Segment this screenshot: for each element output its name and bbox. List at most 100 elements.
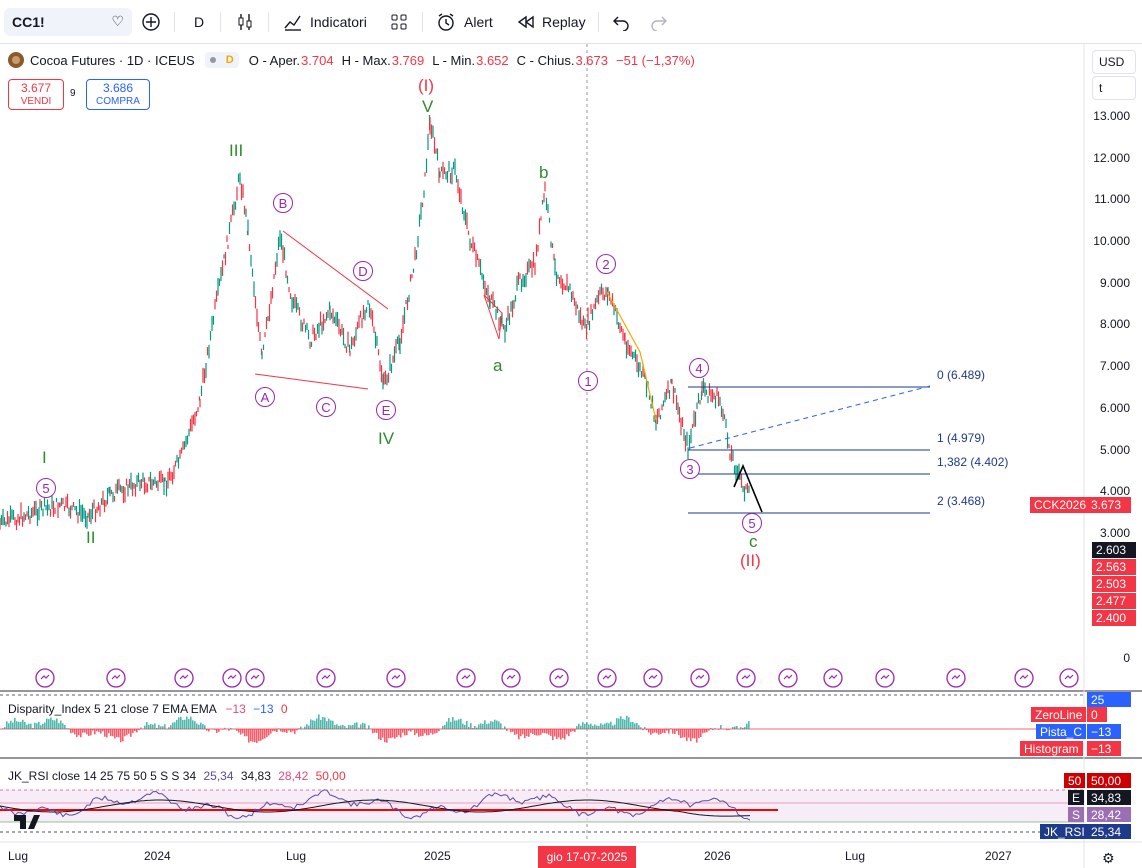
histogram-bar	[612, 725, 614, 729]
rsi-legend[interactable]: JK_RSI close 14 25 75 50 5 S S 34 25,34 …	[8, 769, 346, 783]
layouts-button[interactable]	[390, 8, 408, 36]
histogram-bar	[110, 729, 112, 736]
wave-circle-label: E	[376, 400, 396, 420]
undo-button[interactable]	[612, 8, 630, 36]
market-status-pill[interactable]: D	[204, 52, 239, 68]
symbol-search[interactable]: CC1! ♡	[4, 8, 132, 36]
histogram-bar	[32, 727, 34, 729]
currency-selector[interactable]: USD	[1092, 50, 1136, 74]
event-marker-icon[interactable]	[106, 668, 126, 688]
redo-button[interactable]	[650, 8, 668, 36]
event-marker-icon[interactable]	[778, 668, 798, 688]
histogram-bar	[618, 718, 620, 729]
event-marker-icon[interactable]	[35, 668, 55, 688]
time-label: Lug	[845, 849, 866, 863]
pista-label: Pista_C	[1036, 724, 1087, 739]
histogram-bar	[384, 729, 386, 743]
event-marker-icon[interactable]	[222, 668, 242, 688]
unit-selector[interactable]: t	[1092, 76, 1136, 100]
histogram-bar	[168, 727, 170, 729]
buy-button[interactable]: 3.686 COMPRA	[86, 79, 150, 110]
compare-button[interactable]	[141, 8, 161, 36]
histogram-bar	[498, 721, 500, 729]
gear-icon[interactable]: ⚙	[1102, 850, 1115, 866]
price-tick: 4.000	[1099, 484, 1130, 498]
histogram-bar	[306, 724, 308, 729]
histogram-label: Histogram	[1020, 741, 1083, 756]
candles-icon	[238, 14, 252, 30]
event-marker-icon[interactable]	[823, 668, 843, 688]
event-marker-icon[interactable]	[1014, 668, 1034, 688]
histogram-bar	[228, 729, 230, 731]
histogram-bar	[72, 729, 74, 733]
histogram-bar	[478, 724, 480, 729]
histogram-bar	[568, 729, 570, 737]
event-marker-icon[interactable]	[946, 668, 966, 688]
histogram-bar	[100, 729, 102, 734]
histogram-bar	[700, 729, 702, 738]
heart-icon[interactable]: ♡	[111, 13, 124, 29]
event-marker-icon[interactable]	[690, 668, 710, 688]
histogram-bar	[332, 720, 334, 729]
histogram-bar	[376, 729, 378, 733]
histogram-bar	[428, 729, 430, 736]
event-marker-icon[interactable]	[597, 668, 617, 688]
histogram-bar	[236, 729, 238, 731]
histogram-bar	[190, 716, 192, 729]
symbol-title[interactable]: Cocoa Futures · 1D · ICEUS	[30, 52, 195, 68]
histogram-bar	[44, 722, 46, 729]
histogram-bar	[238, 729, 240, 733]
replay-button[interactable]: Replay	[516, 8, 586, 36]
event-marker-icon[interactable]	[1059, 668, 1079, 688]
wave-label-III: III	[229, 141, 244, 160]
time-label: 2026	[704, 849, 731, 863]
current-symbol-tag: CCK2026	[1030, 497, 1091, 513]
rsi-tag-value: 28,42	[1087, 807, 1131, 822]
histogram-bar	[268, 729, 270, 736]
histogram-bar	[674, 729, 676, 735]
histogram-bar	[6, 721, 8, 729]
histogram-bar	[76, 729, 78, 738]
histogram-bar	[430, 729, 432, 733]
histogram-bar	[406, 729, 408, 736]
event-marker-icon[interactable]	[456, 668, 476, 688]
histogram-bar	[670, 728, 672, 729]
histogram-bar	[392, 729, 394, 738]
histogram-bar	[240, 729, 242, 735]
event-marker-icon[interactable]	[736, 668, 756, 688]
rsi-tag-label: E	[1068, 790, 1085, 805]
interval-button[interactable]: D	[194, 14, 205, 30]
event-marker-icon[interactable]	[643, 668, 663, 688]
histogram-bar	[362, 722, 364, 729]
histogram-bar	[696, 729, 698, 743]
histogram-bar	[130, 729, 132, 737]
histogram-bar	[410, 729, 412, 732]
histogram-bar	[526, 729, 528, 737]
event-marker-icon[interactable]	[174, 668, 194, 688]
histogram-bar	[378, 729, 380, 740]
histogram-bar	[472, 728, 474, 729]
histogram-bar	[92, 729, 94, 731]
fib-label-1382: 1,382 (4.402)	[937, 455, 1009, 469]
histogram-bar	[538, 729, 540, 736]
event-marker-icon[interactable]	[245, 668, 265, 688]
event-marker-icon[interactable]	[316, 668, 336, 688]
sell-button[interactable]: 3.677 VENDI	[8, 79, 64, 110]
histogram-bar	[126, 729, 128, 736]
chart-type-button[interactable]	[236, 8, 254, 36]
histogram-bar	[272, 729, 274, 732]
event-marker-icon[interactable]	[501, 668, 521, 688]
histogram-bar	[420, 729, 422, 737]
event-marker-icon[interactable]	[549, 668, 569, 688]
histogram-bar	[208, 729, 210, 732]
disparity-value-1: −13	[225, 702, 246, 716]
histogram-bar	[500, 723, 502, 729]
event-marker-icon[interactable]	[875, 668, 895, 688]
alert-button[interactable]: Alert	[436, 8, 493, 36]
indicators-button[interactable]: Indicatori	[283, 8, 367, 36]
event-marker-icon[interactable]	[386, 668, 406, 688]
disparity-legend[interactable]: Disparity_Index 5 21 close 7 EMA EMA −13…	[8, 702, 288, 716]
histogram-bar	[350, 725, 352, 729]
histogram-bar	[404, 729, 406, 736]
histogram-bar	[304, 726, 306, 729]
